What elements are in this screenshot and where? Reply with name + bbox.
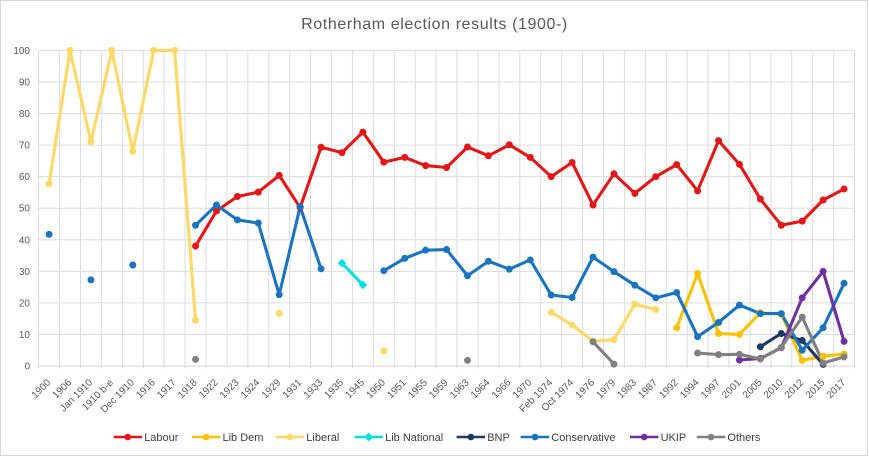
svg-text:Lib Dem: Lib Dem — [223, 432, 264, 444]
svg-text:20: 20 — [19, 298, 31, 309]
svg-text:70: 70 — [19, 141, 31, 152]
svg-text:60: 60 — [19, 172, 31, 183]
svg-text:Lib National: Lib National — [385, 432, 443, 444]
svg-text:UKIP: UKIP — [661, 432, 687, 444]
svg-text:Others: Others — [727, 432, 761, 444]
svg-text:90: 90 — [19, 77, 31, 88]
svg-text:0: 0 — [24, 362, 30, 373]
svg-text:30: 30 — [19, 267, 31, 278]
svg-text:40: 40 — [19, 235, 31, 246]
svg-text:BNP: BNP — [487, 432, 510, 444]
svg-text:Liberal: Liberal — [306, 432, 339, 444]
svg-text:100: 100 — [13, 46, 30, 57]
svg-text:50: 50 — [19, 204, 31, 215]
svg-text:Rotherham election results (19: Rotherham election results (1900-) — [301, 16, 568, 33]
svg-text:Conservative: Conservative — [551, 432, 615, 444]
svg-text:10: 10 — [19, 330, 31, 341]
svg-text:Labour: Labour — [144, 432, 179, 444]
svg-text:80: 80 — [19, 109, 31, 120]
